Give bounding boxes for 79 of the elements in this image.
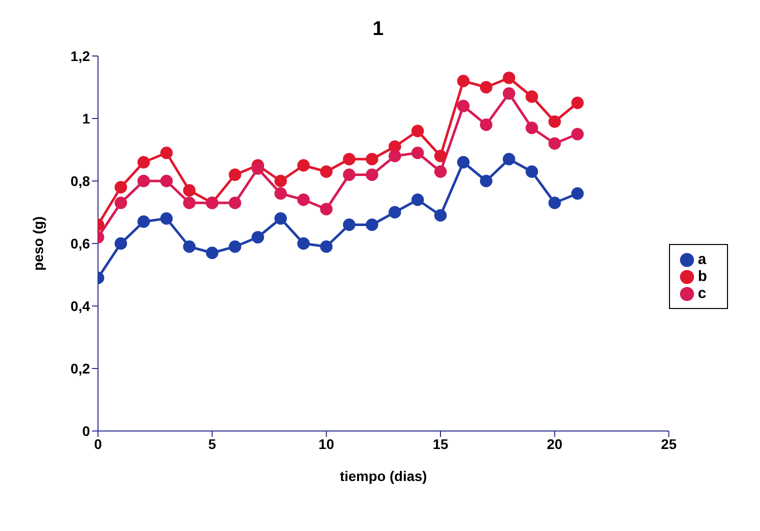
point xyxy=(526,122,538,134)
legend-label: c xyxy=(698,284,706,302)
point xyxy=(526,90,538,103)
point xyxy=(274,212,287,225)
x-axis-title: tiempo (dias) xyxy=(340,468,427,484)
point xyxy=(228,168,242,181)
point xyxy=(548,115,561,128)
y-axis-title: peso (g) xyxy=(30,216,46,271)
point xyxy=(228,240,242,253)
point xyxy=(228,196,242,210)
point xyxy=(114,181,128,194)
point xyxy=(411,124,424,138)
point xyxy=(183,240,196,253)
y-tick-label: 0,6 xyxy=(70,235,90,252)
point xyxy=(183,184,196,197)
point xyxy=(160,174,173,188)
point xyxy=(411,194,424,206)
y-tick-label: 0,2 xyxy=(70,360,90,376)
point xyxy=(160,212,173,225)
x-tick-label: 20 xyxy=(546,436,563,452)
point xyxy=(388,150,402,162)
point xyxy=(526,165,538,178)
point xyxy=(320,240,333,253)
point xyxy=(548,137,561,150)
point xyxy=(137,215,150,228)
point xyxy=(114,196,128,210)
point xyxy=(342,168,356,181)
point xyxy=(434,150,447,162)
point xyxy=(502,152,516,166)
point xyxy=(411,146,424,160)
y-tick-label: 1,2 xyxy=(70,48,90,64)
point xyxy=(571,128,584,140)
point xyxy=(571,187,584,200)
point xyxy=(183,196,196,210)
x-tick-label: 15 xyxy=(432,436,448,452)
point xyxy=(434,165,447,178)
x-tick-label: 0 xyxy=(94,436,102,452)
y-tick-label: 0,4 xyxy=(70,298,90,314)
legend-label: b xyxy=(698,268,707,284)
point xyxy=(320,202,333,216)
point xyxy=(297,159,310,172)
point xyxy=(502,72,516,84)
point xyxy=(434,209,447,222)
y-tick-label: 1 xyxy=(82,110,90,126)
point xyxy=(388,140,402,153)
point xyxy=(548,196,561,210)
chart-title: 1 xyxy=(371,17,385,41)
point xyxy=(366,218,378,231)
point xyxy=(137,174,150,188)
point xyxy=(502,87,516,100)
point xyxy=(274,187,287,200)
x-tick-label: 5 xyxy=(208,436,216,452)
point xyxy=(320,165,333,178)
y-tick-label: 0 xyxy=(82,422,90,439)
point xyxy=(297,237,310,250)
point xyxy=(114,237,128,250)
point xyxy=(137,156,150,168)
point xyxy=(457,74,470,88)
x-tick-label: 25 xyxy=(661,436,677,452)
legend-label: a xyxy=(698,250,706,268)
point xyxy=(457,100,470,112)
point xyxy=(571,96,584,110)
point xyxy=(457,156,470,168)
y-tick-label: 0,8 xyxy=(70,172,90,189)
point xyxy=(366,152,378,166)
point xyxy=(480,174,492,188)
point xyxy=(342,152,356,166)
point xyxy=(297,194,310,206)
point xyxy=(480,118,492,131)
point xyxy=(366,168,378,181)
point xyxy=(252,231,264,244)
x-tick-label: 10 xyxy=(318,436,334,452)
point xyxy=(160,146,173,160)
point xyxy=(206,246,218,260)
point xyxy=(274,174,287,188)
point xyxy=(342,218,356,231)
point xyxy=(480,81,492,94)
point xyxy=(252,162,264,175)
point xyxy=(388,206,402,218)
